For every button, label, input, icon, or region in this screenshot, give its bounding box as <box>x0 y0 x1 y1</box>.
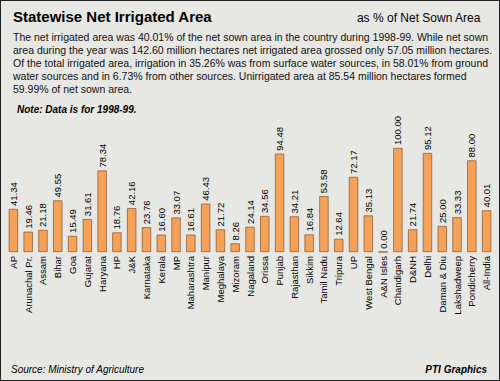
svg-text:Arunachal Pr.: Arunachal Pr. <box>23 256 34 313</box>
svg-text:Tamil Nadu: Tamil Nadu <box>318 256 329 304</box>
svg-text:34.21: 34.21 <box>289 190 300 214</box>
svg-text:Note:: Note: <box>17 104 43 115</box>
svg-text:Bihar: Bihar <box>52 256 63 278</box>
svg-text:UP: UP <box>348 256 359 269</box>
svg-text:Pondicherry: Pondicherry <box>466 256 477 307</box>
svg-text:21.74: 21.74 <box>407 203 418 227</box>
svg-text:8.26: 8.26 <box>230 222 241 241</box>
svg-text:41.34: 41.34 <box>8 182 19 206</box>
svg-text:34.56: 34.56 <box>259 189 270 213</box>
svg-text:72.17: 72.17 <box>348 150 359 174</box>
svg-text:Tripura: Tripura <box>333 255 344 285</box>
svg-text:88.00: 88.00 <box>466 134 477 158</box>
svg-text:Kerala: Kerala <box>156 255 167 283</box>
svg-text:MP: MP <box>171 256 182 270</box>
svg-text:24.14: 24.14 <box>245 200 256 224</box>
svg-text:Meghalaya: Meghalaya <box>215 255 226 302</box>
svg-text:area during the year was 142.6: area during the year was 142.60 million … <box>13 44 495 56</box>
svg-text:Orissa: Orissa <box>259 255 270 283</box>
svg-text:Lakshadweep: Lakshadweep <box>452 256 463 315</box>
svg-text:A&N Isles: A&N Isles <box>378 256 389 298</box>
svg-text:Manipur: Manipur <box>200 256 211 290</box>
svg-text:18.76: 18.76 <box>111 206 122 230</box>
svg-text:Data is for 1998-99.: Data is for 1998-99. <box>45 104 136 115</box>
svg-text:The net irrigated area was 40.: The net irrigated area was 40.01% of the… <box>13 31 491 43</box>
svg-text:Goa: Goa <box>67 255 78 274</box>
svg-text:HP: HP <box>111 256 122 269</box>
svg-text:Daman & Diu: Daman & Diu <box>437 256 448 313</box>
svg-text:All-India: All-India <box>481 255 492 290</box>
svg-text:23.76: 23.76 <box>141 201 152 225</box>
svg-text:21.72: 21.72 <box>215 203 226 227</box>
svg-text:31.61: 31.61 <box>82 192 93 216</box>
svg-text:Mizoram: Mizoram <box>230 256 241 293</box>
svg-text:AP: AP <box>8 256 19 269</box>
svg-text:Gujarat: Gujarat <box>82 256 93 288</box>
svg-text:94.48: 94.48 <box>274 127 285 151</box>
svg-text:Haryana: Haryana <box>97 255 108 292</box>
svg-text:33.07: 33.07 <box>171 191 182 215</box>
svg-text:19.46: 19.46 <box>23 205 34 229</box>
svg-text:46.43: 46.43 <box>200 177 211 201</box>
svg-text:78.34: 78.34 <box>97 144 108 168</box>
svg-text:21.18: 21.18 <box>37 203 48 227</box>
svg-text:53.58: 53.58 <box>318 169 329 193</box>
svg-text:Sikkim: Sikkim <box>304 256 315 284</box>
svg-text:49.55: 49.55 <box>52 174 63 198</box>
svg-text:D&NH: D&NH <box>407 256 418 283</box>
svg-text:water sources and in 6.73% fro: water sources and in 6.73% from other so… <box>12 70 469 82</box>
svg-text:J&K: J&K <box>126 255 137 273</box>
svg-text:40.01: 40.01 <box>481 184 492 208</box>
svg-text:16.60: 16.60 <box>156 208 167 232</box>
svg-text:Karnataka: Karnataka <box>141 255 152 299</box>
svg-text:Chandigarh: Chandigarh <box>392 256 403 305</box>
svg-text:Statewise Net Irrigated Area: Statewise Net Irrigated Area <box>13 8 212 25</box>
svg-text:Nagaland: Nagaland <box>245 256 256 297</box>
svg-text:16.84: 16.84 <box>304 208 315 232</box>
svg-text:33.33: 33.33 <box>452 191 463 215</box>
svg-text:Rajasthan: Rajasthan <box>289 256 300 299</box>
svg-text:Assam: Assam <box>37 256 48 285</box>
svg-text:16.61: 16.61 <box>185 208 196 232</box>
svg-text:25.00: 25.00 <box>437 199 448 223</box>
svg-text:0.00: 0.00 <box>378 230 389 249</box>
svg-text:42.16: 42.16 <box>126 181 137 205</box>
svg-text:95.12: 95.12 <box>422 126 433 150</box>
svg-text:59.99% of net sown area.: 59.99% of net sown area. <box>13 83 132 95</box>
svg-text:West Bengal: West Bengal <box>363 256 374 310</box>
svg-text:PTI Graphics: PTI Graphics <box>425 364 487 375</box>
svg-text:100.00: 100.00 <box>392 116 403 145</box>
svg-text:as % of Net Sown Area: as % of Net Sown Area <box>357 11 481 25</box>
svg-text:Maharashtra: Maharashtra <box>185 255 196 309</box>
svg-text:12.64: 12.64 <box>333 212 344 236</box>
svg-text:35.13: 35.13 <box>363 189 374 213</box>
svg-text:Delhi: Delhi <box>422 256 433 278</box>
svg-text:15.49: 15.49 <box>67 209 78 233</box>
svg-text:Source: Ministry of Agricultur: Source: Ministry of Agriculture <box>11 364 144 375</box>
svg-text:Punjab: Punjab <box>274 256 285 286</box>
svg-text:Of the total irrigated area, i: Of the total irrigated area, irrigation … <box>13 57 491 69</box>
